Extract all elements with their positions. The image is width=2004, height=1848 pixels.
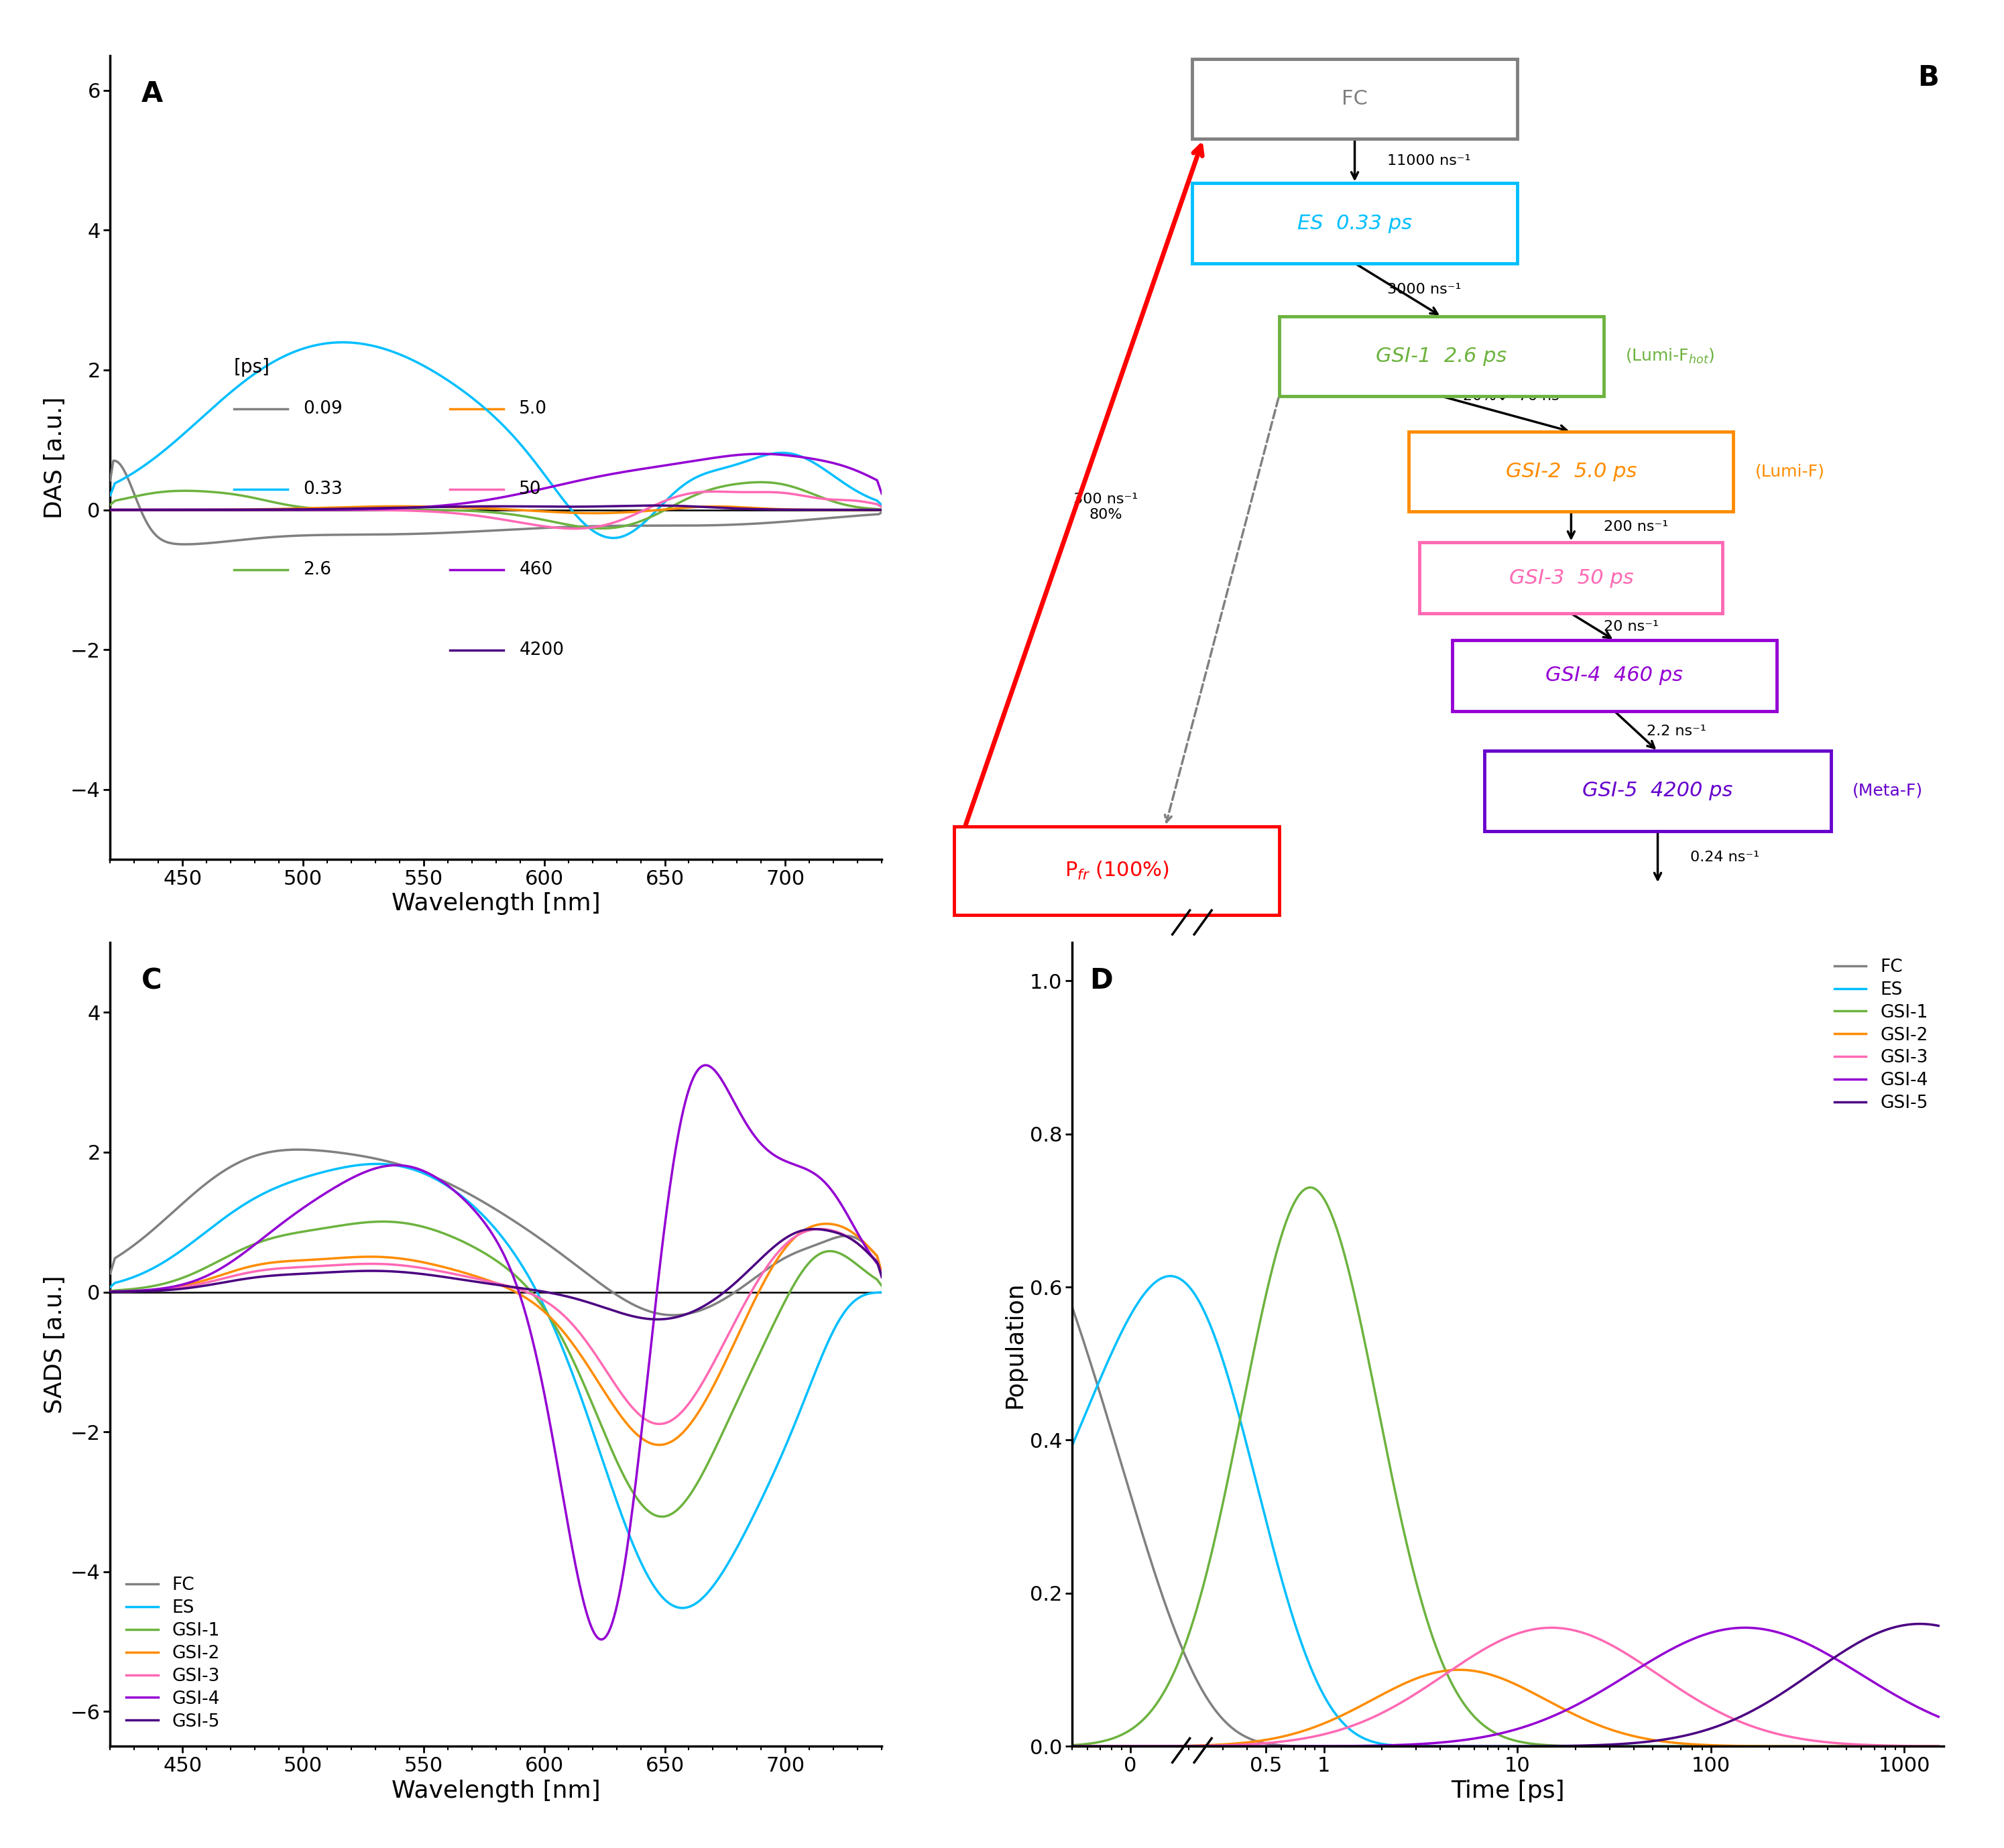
Text: 2.2 ns⁻¹: 2.2 ns⁻¹: [1647, 724, 1707, 737]
Text: 11000 ns⁻¹: 11000 ns⁻¹: [1387, 155, 1471, 168]
Text: 460: 460: [519, 562, 553, 578]
X-axis label: Wavelength [nm]: Wavelength [nm]: [391, 1780, 601, 1802]
Legend: FC, ES, GSI-1, GSI-2, GSI-3, GSI-4, GSI-5: FC, ES, GSI-1, GSI-2, GSI-3, GSI-4, GSI-…: [1828, 952, 1936, 1120]
Text: 0.33: 0.33: [303, 480, 343, 499]
FancyBboxPatch shape: [1485, 750, 1832, 832]
Text: 0.24 ns⁻¹: 0.24 ns⁻¹: [1689, 850, 1760, 865]
FancyBboxPatch shape: [1279, 316, 1603, 395]
Text: 0.09: 0.09: [303, 401, 343, 418]
Text: GSI-4  460 ps: GSI-4 460 ps: [1545, 665, 1683, 686]
Text: GSI-5  4200 ps: GSI-5 4200 ps: [1583, 782, 1733, 800]
X-axis label: Time [ps]: Time [ps]: [1451, 1780, 1565, 1802]
Text: 5.0: 5.0: [519, 401, 547, 418]
Text: ES  0.33 ps: ES 0.33 ps: [1297, 214, 1413, 233]
Text: GSI-3  50 ps: GSI-3 50 ps: [1509, 569, 1633, 588]
Text: GSI-1  2.6 ps: GSI-1 2.6 ps: [1377, 347, 1507, 366]
FancyBboxPatch shape: [1192, 59, 1517, 139]
Y-axis label: SADS [a.u.]: SADS [a.u.]: [44, 1275, 66, 1414]
Text: GSI-2  5.0 ps: GSI-2 5.0 ps: [1505, 462, 1637, 480]
Text: [ps]: [ps]: [234, 359, 271, 377]
Text: 4200: 4200: [519, 641, 563, 660]
Y-axis label: Population: Population: [1004, 1281, 1026, 1408]
FancyBboxPatch shape: [1419, 543, 1723, 614]
Legend: FC, ES, GSI-1, GSI-2, GSI-3, GSI-4, GSI-5: FC, ES, GSI-1, GSI-2, GSI-3, GSI-4, GSI-…: [118, 1569, 226, 1737]
Text: (Lumi-F$_{hot}$): (Lumi-F$_{hot}$): [1625, 347, 1715, 366]
Text: 20 ns⁻¹: 20 ns⁻¹: [1603, 621, 1659, 634]
Text: 3000 ns⁻¹: 3000 ns⁻¹: [1387, 283, 1461, 296]
FancyBboxPatch shape: [1453, 639, 1778, 711]
Text: 300 ns⁻¹
80%: 300 ns⁻¹ 80%: [1074, 493, 1138, 521]
Text: A: A: [140, 79, 162, 107]
Text: C: C: [140, 967, 162, 994]
Text: FC: FC: [1341, 89, 1369, 109]
Text: 200 ns⁻¹: 200 ns⁻¹: [1603, 521, 1667, 534]
FancyBboxPatch shape: [1409, 432, 1733, 512]
Text: B: B: [1918, 63, 1938, 92]
Text: (Meta-F): (Meta-F): [1852, 784, 1924, 798]
FancyBboxPatch shape: [954, 826, 1279, 915]
Text: (Lumi-F): (Lumi-F): [1756, 464, 1826, 480]
Text: 50: 50: [519, 480, 541, 499]
Text: D: D: [1090, 967, 1112, 994]
Text: 2.6: 2.6: [303, 562, 331, 578]
X-axis label: Wavelength [nm]: Wavelength [nm]: [391, 893, 601, 915]
Y-axis label: DAS [a.u.]: DAS [a.u.]: [44, 395, 66, 519]
Text: 20%↓  76 ns⁻¹: 20%↓ 76 ns⁻¹: [1463, 390, 1573, 403]
Text: P$_{fr}$ (100%): P$_{fr}$ (100%): [1064, 859, 1168, 881]
FancyBboxPatch shape: [1192, 183, 1517, 262]
